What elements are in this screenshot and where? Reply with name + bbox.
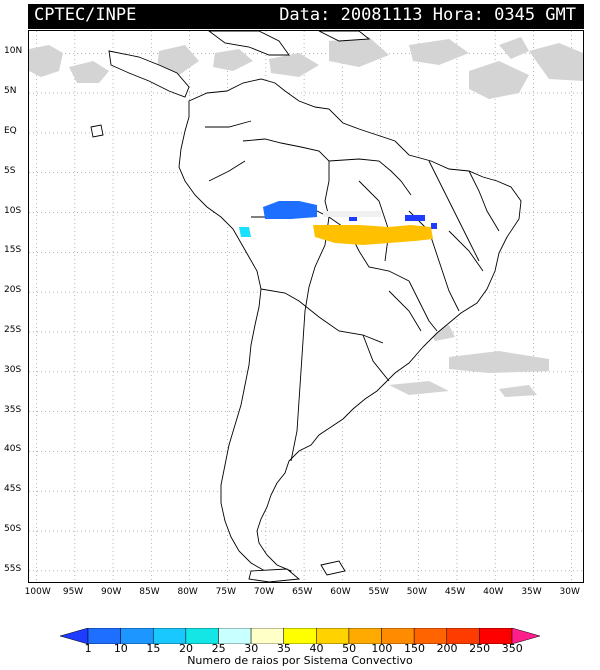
country-border: [428, 160, 480, 262]
colorbar: [59, 627, 541, 648]
country-border: [328, 158, 412, 196]
country-border: [362, 334, 390, 382]
lon-label: 85W: [139, 587, 160, 597]
lat-label: 5N: [4, 86, 17, 97]
lat-label: 30S: [4, 364, 22, 375]
lat-label: 5S: [4, 165, 16, 176]
island-outline: [248, 568, 301, 582]
lon-label: 65W: [292, 587, 313, 597]
lightning-cell-cyan: [239, 227, 251, 237]
state-border: [448, 230, 484, 272]
lat-label: 15S: [4, 245, 22, 256]
colorbar-tick-label: 100: [371, 642, 393, 655]
lon-label: 45W: [444, 587, 466, 597]
cloud-patch: [529, 43, 583, 81]
colorbar-tick-label: 25: [211, 642, 226, 655]
lat-label: 50S: [4, 524, 22, 535]
cloud-patch: [499, 37, 529, 59]
cloud-patch: [29, 45, 63, 77]
state-border: [408, 210, 460, 312]
cloud-patch: [213, 49, 253, 71]
island-outline: [318, 31, 371, 42]
state-border: [208, 160, 246, 182]
lightning-cell-dark-blue: [349, 217, 357, 221]
cloud-patch: [449, 351, 549, 373]
lon-label: 75W: [215, 587, 237, 597]
cloud-patch: [469, 61, 529, 99]
cloud-patch: [389, 381, 449, 395]
country-border: [290, 216, 330, 462]
lon-label: 40W: [483, 587, 504, 597]
central-america-outline: [108, 50, 190, 98]
lightning-cell-blue: [263, 201, 317, 219]
caribbean-outline: [208, 31, 290, 56]
state-border: [358, 180, 390, 262]
cloud-patch: [329, 37, 389, 67]
country-border: [408, 280, 438, 332]
lightning-cell-dark-blue: [431, 223, 437, 229]
title-bar: CPTEC/INPE Data: 20081113 Hora: 0345 GMT: [28, 4, 584, 29]
map-canvas: [29, 31, 583, 582]
state-border: [205, 120, 252, 128]
cloud-patch: [69, 61, 109, 83]
lon-label: 100W: [24, 587, 51, 597]
state-border: [388, 290, 422, 332]
colorbar-tick-label: 10: [113, 642, 128, 655]
lon-label: 90W: [101, 587, 122, 597]
colorbar-tick-label: 50: [342, 642, 357, 655]
lon-label: 35W: [521, 587, 542, 597]
colorbar-swatch: [511, 627, 541, 645]
lon-label: 70W: [253, 587, 275, 597]
org-label: CPTEC/INPE: [34, 5, 137, 25]
datetime-label: Data: 20081113 Hora: 0345 GMT: [279, 5, 576, 25]
lon-label: 95W: [62, 587, 84, 597]
south-america-outline: [178, 78, 522, 576]
colorbar-tick-label: 30: [244, 642, 259, 655]
lat-label: 55S: [4, 563, 22, 574]
cloud-patch: [269, 53, 319, 77]
lon-label: 55W: [368, 587, 389, 597]
lat-label: 35S: [4, 404, 22, 415]
colorbar-caption: Numero de raios por Sistema Convectivo: [187, 654, 413, 667]
cloud-patch: [499, 385, 537, 397]
lat-label: EQ: [4, 125, 17, 136]
colorbar-tick-label: 35: [276, 642, 291, 655]
colorbar-tick-label: 15: [146, 642, 161, 655]
lat-label: 10N: [4, 46, 23, 57]
colorbar-swatches: [59, 627, 541, 645]
lon-label: 50W: [406, 587, 428, 597]
colorbar-tick-label: 40: [309, 642, 324, 655]
island-outline: [90, 124, 104, 138]
map-frame: [28, 30, 584, 583]
lightning-cell-dark-blue: [405, 215, 425, 221]
country-border: [242, 138, 330, 218]
colorbar-tick-label: 150: [403, 642, 425, 655]
lat-label: 10S: [4, 205, 22, 216]
lat-label: 45S: [4, 484, 22, 495]
country-border: [468, 170, 500, 232]
lon-label: 80W: [177, 587, 198, 597]
cloud-patch: [429, 325, 455, 341]
colorbar-tick-label: 350: [501, 642, 523, 655]
colorbar-tick-label: 1: [84, 642, 92, 655]
lightning-cell-orange: [313, 225, 433, 245]
lon-label: 60W: [330, 587, 351, 597]
lon-label: 30W: [559, 587, 580, 597]
lat-label: 25S: [4, 324, 22, 335]
cloud-patch: [157, 45, 199, 75]
lightning-cell-white: [323, 211, 381, 217]
lat-label: 20S: [4, 285, 22, 296]
lat-label: 40S: [4, 444, 22, 455]
colorbar-tick-label: 200: [436, 642, 458, 655]
island-outline: [320, 560, 346, 576]
colorbar-tick-label: 250: [469, 642, 491, 655]
cloud-patch: [409, 39, 469, 65]
colorbar-tick-label: 20: [179, 642, 194, 655]
